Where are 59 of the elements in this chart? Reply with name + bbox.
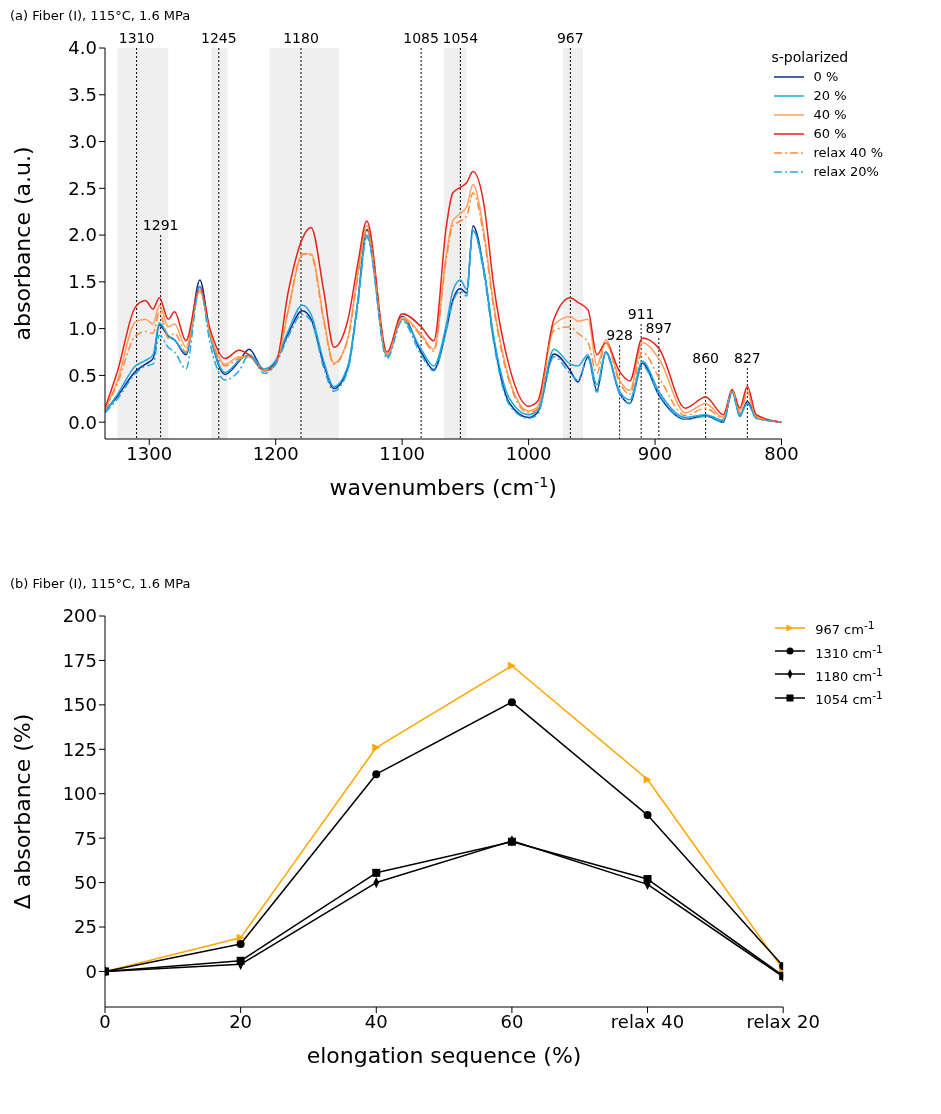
ref-line-label: 1245 bbox=[200, 30, 237, 46]
y-axis-title: absorbance (a.u.) bbox=[9, 146, 35, 341]
x-tick-label: relax 40 bbox=[610, 1010, 685, 1032]
ref-line-label: 928 bbox=[606, 327, 634, 344]
y-tick-label: 0 bbox=[85, 960, 97, 982]
ref-line-label: 1180 bbox=[283, 30, 319, 46]
ref-line-label: 1085 bbox=[403, 30, 439, 46]
y-tick-label: 0.5 bbox=[68, 364, 97, 386]
x-tick-label: relax 20 bbox=[746, 1010, 820, 1032]
ref-line-label: 911 bbox=[627, 305, 655, 322]
x-tick-label: 1100 bbox=[379, 442, 426, 464]
y-tick-label: 1.5 bbox=[68, 271, 97, 293]
legend-label: relax 40 % bbox=[813, 145, 883, 160]
y-tick-label: 75 bbox=[74, 827, 97, 849]
x-axis-title: wavenumbers (cm$^{-1}$) bbox=[329, 474, 557, 500]
ref-line-label: 860 bbox=[692, 349, 719, 366]
legend-label: 1310 cm$^{-1}$ bbox=[815, 642, 883, 661]
ref-line-label: 1054 bbox=[442, 30, 479, 46]
y-tick-label: 3.0 bbox=[68, 130, 97, 152]
legend-label: 967 cm$^{-1}$ bbox=[815, 619, 875, 638]
legend-label: 20 % bbox=[813, 88, 847, 103]
chart-title: (a) Fiber (I), 115°C, 1.6 MPa bbox=[10, 8, 191, 23]
y-tick-label: 50 bbox=[74, 871, 97, 893]
y-tick-label: 1.0 bbox=[68, 318, 97, 340]
x-tick-label: 20 bbox=[229, 1010, 253, 1032]
legend-title: s-polarized bbox=[771, 49, 849, 65]
y-axis-title: Δ absorbance (%) bbox=[9, 713, 35, 910]
y-tick-label: 100 bbox=[62, 783, 97, 805]
ref-line-label: 827 bbox=[733, 349, 761, 366]
ref-line-label: 1291 bbox=[142, 217, 179, 234]
x-tick-label: 900 bbox=[637, 442, 673, 464]
y-tick-label: 4.0 bbox=[68, 37, 97, 59]
x-tick-label: 1300 bbox=[126, 442, 173, 464]
y-tick-label: 125 bbox=[62, 738, 97, 760]
x-tick-label: 0 bbox=[99, 1010, 111, 1032]
y-tick-label: 2.5 bbox=[68, 177, 97, 199]
x-tick-label: 1000 bbox=[505, 442, 552, 464]
ref-line-label: 1310 bbox=[118, 30, 155, 46]
ref-line-label: 897 bbox=[645, 319, 673, 336]
legend-label: 1180 cm$^{-1}$ bbox=[815, 665, 883, 684]
y-tick-label: 2.0 bbox=[68, 224, 97, 246]
x-tick-label: 40 bbox=[364, 1010, 388, 1032]
y-tick-label: 150 bbox=[62, 694, 97, 716]
legend-label: 0 % bbox=[813, 69, 839, 84]
legend-label: 60 % bbox=[813, 126, 847, 141]
legend-label: 1054 cm$^{-1}$ bbox=[815, 688, 883, 708]
y-tick-label: 3.5 bbox=[68, 84, 97, 106]
x-axis-title: elongation sequence (%) bbox=[306, 1043, 582, 1068]
y-tick-label: 200 bbox=[62, 605, 97, 627]
legend-label: relax 20% bbox=[813, 164, 879, 179]
x-tick-label: 60 bbox=[500, 1010, 524, 1032]
x-tick-label: 1200 bbox=[252, 442, 299, 464]
y-tick-label: 25 bbox=[74, 916, 97, 938]
x-tick-label: 800 bbox=[764, 442, 799, 464]
y-tick-label: 175 bbox=[62, 649, 97, 671]
y-tick-label: 0.0 bbox=[68, 411, 97, 433]
legend-label: 40 % bbox=[813, 107, 847, 122]
chart-title: (b) Fiber (I), 115°C, 1.6 MPa bbox=[10, 576, 191, 591]
ref-line-label: 967 bbox=[556, 30, 584, 46]
